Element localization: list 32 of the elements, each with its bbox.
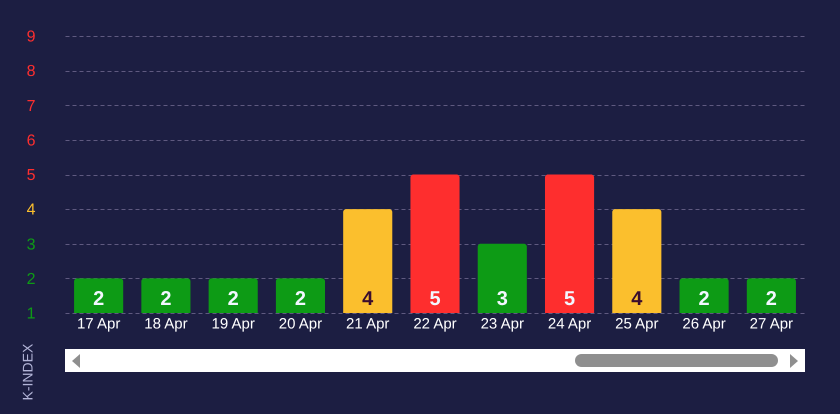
data-label: 2 (766, 288, 777, 310)
y-tick-label: 9 (26, 28, 36, 46)
data-label: 5 (564, 288, 576, 310)
data-label: 5 (429, 288, 441, 310)
y-tick-label: 3 (26, 236, 36, 254)
data-label: 2 (228, 288, 239, 310)
x-tick-label: 23 Apr (480, 316, 524, 332)
x-tick-label: 25 Apr (615, 316, 659, 332)
x-tick-label: 21 Apr (346, 316, 390, 332)
x-tick-label: 19 Apr (211, 316, 255, 332)
y-tick-label: 5 (26, 167, 36, 184)
x-tick-label: 27 Apr (750, 316, 794, 332)
x-tick-label: 26 Apr (682, 316, 726, 332)
y-tick-label: 2 (26, 270, 36, 288)
data-label: 4 (362, 288, 374, 310)
x-tick-label: 20 Apr (278, 316, 322, 332)
data-label: 2 (160, 288, 172, 310)
y-tick-label: 8 (26, 63, 36, 80)
data-label: 2 (294, 288, 306, 310)
data-label: 2 (698, 288, 710, 310)
x-tick-label: 24 Apr (548, 316, 592, 332)
y-tick-label: 7 (26, 98, 36, 115)
data-label: 3 (496, 288, 508, 310)
data-label: 2 (93, 288, 104, 310)
x-tick-label: 22 Apr (413, 316, 457, 332)
y-tick-label: 4 (26, 202, 36, 219)
x-tick-label: 18 Apr (144, 316, 188, 332)
data-label: 4 (631, 288, 644, 310)
y-axis-title: K-INDEX (20, 343, 36, 400)
y-tick-label: 6 (26, 132, 36, 150)
x-tick-label: 17 Apr (76, 316, 120, 332)
y-tick-label: 1 (26, 306, 36, 322)
